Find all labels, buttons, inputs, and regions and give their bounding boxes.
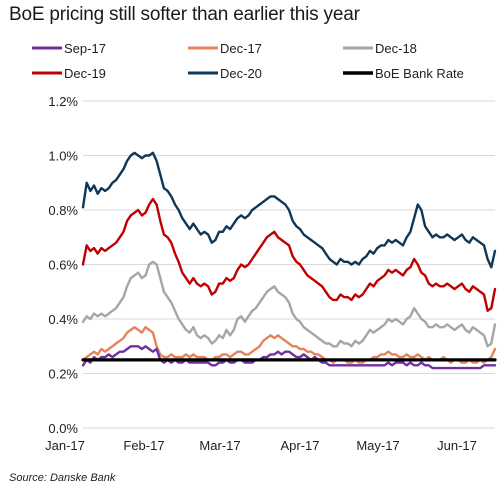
y-tick-label: 0.6% [48, 258, 78, 273]
y-tick-label: 0.0% [48, 421, 78, 436]
x-tick-label: Apr-17 [280, 438, 319, 453]
chart-title: BoE pricing still softer than earlier th… [9, 4, 360, 25]
series-line-dec-19 [81, 197, 497, 312]
line-chart: 0.0% 0.2% 0.4% 0.6% 0.8% 1.0% 1.2% Jan-17 Feb-1… [32, 41, 497, 453]
legend-label: Sep-17 [64, 41, 106, 56]
series-line-dec-17 [81, 326, 497, 364]
x-tick-label: Feb-17 [123, 438, 164, 453]
legend-item: Dec-20 [188, 66, 262, 81]
x-axis-ticks: Jan-17 Feb-17 Mar-17 Apr-17 May-17 Jun-17 [45, 438, 477, 453]
y-tick-label: 1.2% [48, 94, 78, 109]
y-tick-label: 0.8% [48, 203, 78, 218]
legend-item: Dec-17 [188, 41, 262, 56]
gridlines [83, 100, 495, 429]
x-tick-label: May-17 [356, 438, 399, 453]
legend-item: Dec-18 [343, 41, 417, 56]
legend: Sep-17 Dec-17 Dec-18 Dec-19 Dec-20 BoE Bank R… [32, 41, 464, 81]
legend-item: Sep-17 [32, 41, 106, 56]
y-axis-ticks: 0.0% 0.2% 0.4% 0.6% 0.8% 1.0% 1.2% [48, 94, 78, 436]
x-tick-label: Jan-17 [45, 438, 85, 453]
series-line-dec-18 [81, 260, 497, 348]
y-tick-label: 0.2% [48, 367, 78, 382]
legend-label: Dec-19 [64, 66, 106, 81]
legend-label: Dec-18 [375, 41, 417, 56]
x-tick-label: Mar-17 [199, 438, 240, 453]
legend-item: BoE Bank Rate [343, 66, 464, 81]
legend-item: Dec-19 [32, 66, 106, 81]
series-line-dec-20 [81, 151, 497, 269]
chart-source: Source: Danske Bank [9, 472, 116, 484]
legend-label: Dec-20 [220, 66, 262, 81]
x-tick-label: Jun-17 [437, 438, 477, 453]
legend-label: BoE Bank Rate [375, 66, 464, 81]
series-lines [81, 151, 497, 370]
legend-label: Dec-17 [220, 41, 262, 56]
y-tick-label: 1.0% [48, 149, 78, 164]
series-line-sep-17 [81, 345, 497, 370]
y-tick-label: 0.4% [48, 312, 78, 327]
